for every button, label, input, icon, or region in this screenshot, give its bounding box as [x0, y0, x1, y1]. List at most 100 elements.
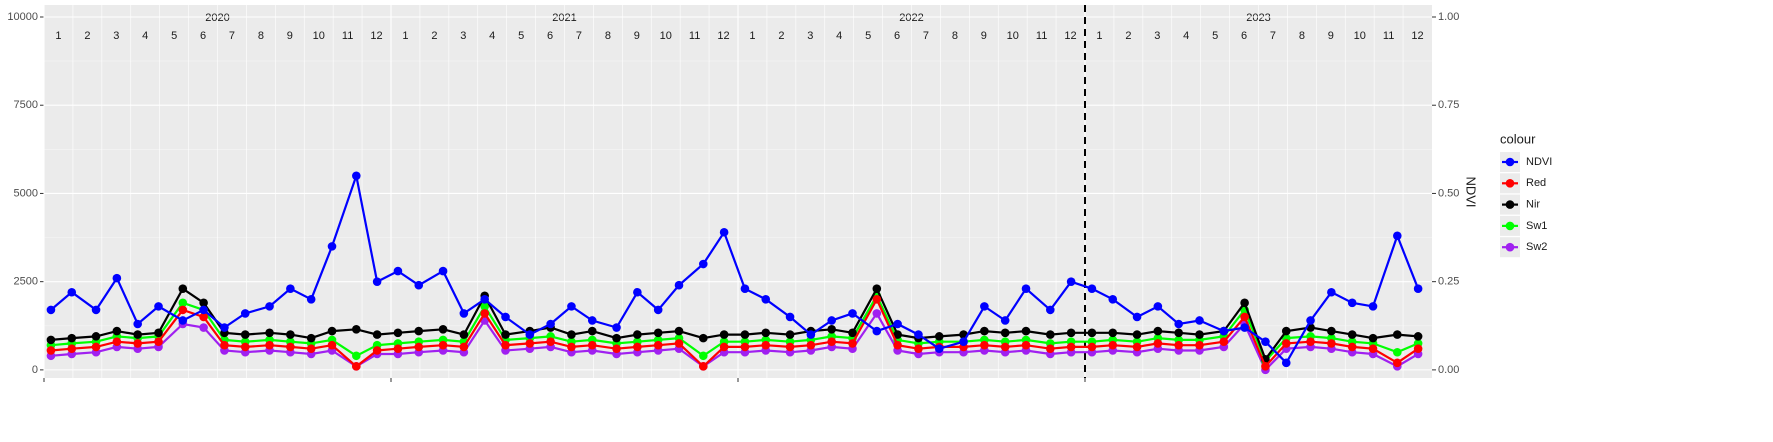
point — [806, 330, 816, 339]
point — [459, 342, 469, 352]
point — [848, 339, 857, 348]
point — [286, 284, 295, 294]
month-label: 2 — [778, 30, 784, 42]
point — [1281, 326, 1291, 336]
series-line — [50, 293, 1419, 364]
point — [1046, 344, 1055, 354]
month-label: 11 — [1383, 30, 1394, 42]
point — [1153, 339, 1163, 348]
point — [1174, 340, 1183, 350]
month-label: 3 — [1154, 30, 1160, 42]
point — [653, 305, 663, 315]
legend-title: colour — [1500, 131, 1536, 146]
point — [265, 340, 274, 350]
point — [1240, 323, 1249, 332]
month-label: 12 — [370, 30, 382, 42]
y2-tick-label: 1.00 — [1438, 11, 1459, 23]
point — [91, 305, 101, 315]
point — [327, 326, 337, 336]
point — [438, 325, 448, 334]
year-label: 2022 — [899, 12, 923, 24]
month-label: 12 — [717, 30, 729, 42]
series-line — [50, 311, 1419, 372]
point — [438, 340, 448, 350]
legend-key-point — [1505, 179, 1515, 188]
point — [1219, 326, 1229, 336]
month-label: 6 — [894, 30, 900, 42]
month-label: 8 — [1299, 30, 1305, 42]
point — [740, 284, 750, 294]
point — [612, 333, 621, 343]
point — [1327, 287, 1336, 297]
point — [459, 309, 469, 318]
point — [980, 302, 989, 311]
month-label: 10 — [1354, 30, 1366, 42]
point — [1021, 284, 1031, 294]
point — [567, 342, 576, 352]
point — [980, 326, 989, 336]
point — [1393, 347, 1402, 357]
y-tick-label: 10000 — [7, 11, 38, 23]
point — [372, 346, 382, 355]
month-label: 11 — [689, 30, 700, 42]
point — [740, 342, 750, 352]
legend-label: NDVI — [1526, 156, 1552, 168]
point — [1393, 358, 1402, 368]
point — [199, 305, 208, 315]
point — [546, 337, 555, 346]
point — [893, 340, 902, 350]
point — [501, 312, 510, 322]
point — [178, 284, 188, 294]
point — [1087, 284, 1097, 294]
month-label: 9 — [287, 30, 293, 42]
point — [1219, 337, 1229, 346]
legend-label: Sw1 — [1526, 220, 1547, 232]
point — [719, 342, 729, 352]
point — [372, 277, 382, 286]
point — [1132, 312, 1142, 322]
point — [327, 340, 337, 350]
point — [587, 316, 597, 325]
point — [546, 319, 555, 329]
point — [893, 319, 902, 329]
legend-key-point — [1505, 157, 1515, 167]
point — [1132, 330, 1142, 339]
point — [872, 326, 882, 336]
point — [133, 339, 142, 348]
point — [1195, 340, 1204, 350]
point — [1261, 362, 1270, 371]
month-label: 8 — [605, 30, 611, 42]
point — [1306, 337, 1315, 346]
point — [372, 330, 382, 339]
month-label: 9 — [634, 30, 640, 42]
point — [1000, 316, 1010, 325]
point — [67, 287, 77, 297]
y2-axis-label: NDVI — [1464, 176, 1479, 207]
point — [1327, 339, 1336, 348]
point — [1347, 298, 1357, 308]
point — [1066, 277, 1076, 286]
point — [872, 295, 882, 304]
point — [240, 309, 250, 318]
point — [91, 332, 101, 341]
point — [501, 340, 510, 350]
month-label: 3 — [460, 30, 466, 42]
month-label: 6 — [1241, 30, 1247, 42]
point — [612, 323, 621, 332]
point — [785, 312, 795, 322]
point — [240, 342, 250, 352]
point — [1174, 328, 1183, 338]
point — [265, 302, 274, 311]
point — [1108, 295, 1118, 304]
point — [438, 266, 448, 276]
month-label: 2 — [84, 30, 90, 42]
point — [480, 309, 489, 318]
year-label: 2023 — [1246, 12, 1270, 24]
point — [459, 330, 469, 339]
point — [785, 330, 795, 339]
point — [785, 342, 795, 352]
month-label: 6 — [200, 30, 206, 42]
point — [352, 171, 361, 181]
month-label: 5 — [518, 30, 524, 42]
point — [1413, 284, 1423, 294]
